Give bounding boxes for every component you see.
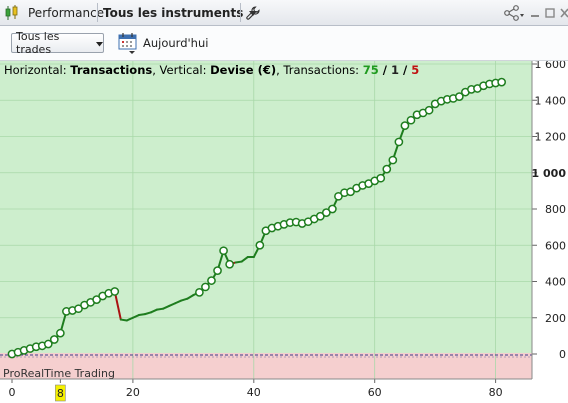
trade-point[interactable] [255,240,265,250]
trade-filter-value: Tous les trades [16,30,60,56]
y-tick-label: 1 200 [535,131,567,144]
loss-zone [0,353,532,379]
equity-segment [180,297,189,302]
minimize-icon[interactable] [530,0,540,25]
separator [97,3,98,22]
y-tick-label: 1 400 [535,94,567,107]
trade-point[interactable] [334,191,343,201]
trade-point[interactable] [454,92,464,101]
toolbar: Tous les trades Aujourd'hui [0,26,568,61]
equity-segment [125,316,134,322]
trade-point[interactable] [394,137,404,147]
equity-segment [234,260,243,264]
trade-point[interactable] [406,115,416,125]
total-count: 75 [363,63,379,77]
equity-segment [162,304,171,310]
chevron-down-icon [96,37,103,50]
watermark: ProRealTime Trading [3,367,115,380]
x-axis-area [0,379,532,403]
separator [240,3,241,22]
maximize-icon[interactable] [545,0,555,25]
equity-curve [7,77,506,359]
equity-segment [240,256,249,263]
share-icon[interactable] [503,0,525,25]
equity-segment [143,311,153,316]
candlestick-icon [4,0,22,25]
y-axis-area [532,61,568,403]
equity-segment [131,314,140,319]
trade-point[interactable] [382,164,392,174]
trade-point[interactable] [376,173,386,183]
performance-chart: 0 200 400 600 800 1 000 1 200 1 400 1 600 0 20 40 6… [0,61,568,403]
calendar-icon[interactable] [118,32,138,57]
trade-point[interactable] [213,266,222,275]
y-tick-label: 200 [545,312,566,325]
trade-point[interactable] [201,282,210,292]
trade-point[interactable] [43,339,53,349]
trade-point[interactable] [225,259,234,269]
y-tick-label: 1 600 [535,61,567,71]
tab-performance[interactable]: Performance [28,0,104,25]
trade-point[interactable] [49,335,59,344]
equity-segment [168,302,177,307]
cursor-highlight[interactable] [55,384,66,402]
trade-point[interactable] [388,155,398,165]
trade-point[interactable] [315,211,325,221]
close-icon[interactable] [560,0,568,25]
cursor-tick-label: 8 [57,387,64,400]
x-tick-label: 0 [9,386,16,399]
equity-segment [150,308,159,314]
loss-count: 5 [411,63,419,77]
instruments-label: Tous les instruments [103,5,244,20]
y-tick-label: 600 [545,239,566,252]
tab-performance-label: Performance [28,5,105,20]
wrench-icon[interactable] [246,0,260,25]
trade-point[interactable] [321,208,331,217]
chart-caption: Horizontal: Transactions, Vertical: Devi… [4,63,419,77]
y-tick-label: 400 [545,276,566,289]
trade-point[interactable] [110,287,120,296]
equity-segment [186,294,195,300]
x-axis: 0 20 40 60 80 8 [9,379,503,402]
y-axis: 0 200 400 600 800 1 000 1 200 1 400 1 600 [532,61,567,361]
y-tick-label: 0 [559,348,566,361]
trade-point[interactable] [497,77,506,87]
equity-segment [137,313,146,317]
date-range-label[interactable]: Aujourd'hui [143,36,209,50]
equity-segment [119,318,128,322]
trade-point[interactable] [219,246,228,256]
instruments-dropdown[interactable]: Tous les instruments [103,0,258,25]
losing-trade-segment [113,290,122,321]
x-tick-label: 80 [489,386,503,399]
trade-point[interactable] [92,295,101,304]
trade-point[interactable] [424,105,434,115]
equity-segment [156,307,165,311]
x-tick-label: 40 [247,386,261,399]
trade-point[interactable] [207,276,216,285]
x-tick-label: 20 [126,386,140,399]
equity-segment [174,299,183,305]
grid [0,61,532,379]
even-count: 1 [391,63,399,77]
trade-point[interactable] [74,304,83,314]
trade-filter-dropdown[interactable]: Tous les trades [11,30,104,56]
y-tick-label: 1 000 [532,167,567,180]
trade-point[interactable] [56,328,65,338]
trade-point[interactable] [328,204,337,214]
x-tick-label: 60 [368,386,382,399]
y-tick-label: 800 [545,203,566,216]
title-bar: Performance Tous les instruments [0,0,568,26]
trade-point[interactable] [195,288,204,297]
trade-point[interactable] [400,121,410,130]
trade-point[interactable] [346,187,355,197]
